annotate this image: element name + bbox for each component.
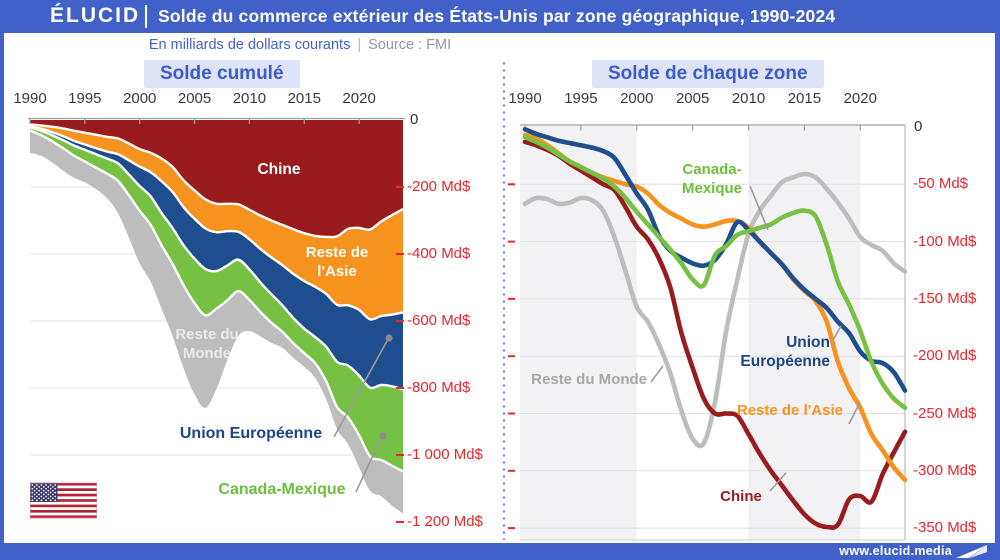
area-Reste du Monde	[30, 130, 403, 514]
xtick-label: 1995	[68, 90, 102, 107]
area-boundary	[29, 126, 404, 391]
area-boundary	[29, 129, 404, 473]
ytick-label: 0	[410, 111, 419, 128]
chine-line-label: Chine	[720, 488, 762, 505]
line-Reste du Monde	[522, 171, 908, 449]
unit-label: En milliards de dollars courants	[148, 37, 351, 53]
ytick-label: -50 Md$	[913, 175, 969, 193]
chart-subtitle: En milliards de dollars courants | Source …	[0, 34, 600, 56]
xtick-label: 2000	[620, 90, 654, 107]
ytick-label: -150 Md$	[913, 289, 977, 307]
right-chart-title: Solde de chaque zone	[592, 60, 824, 88]
source-label: Source : FMI	[368, 37, 452, 53]
callout-line	[650, 365, 664, 383]
ytick-label: -250 Md$	[913, 404, 977, 422]
xtick-label: 2000	[123, 90, 157, 107]
elucid-logo: ÉLUCID	[50, 4, 141, 27]
left-chart-title: Solde cumulé	[144, 60, 300, 88]
subtitle-divider: |	[357, 37, 362, 53]
union-europeenne-area-label: Union Européenne	[179, 425, 323, 442]
header-bar	[0, 0, 1000, 33]
reste-monde-area-label: Reste du Monde	[175, 326, 239, 362]
chine-area-label: Chine	[257, 161, 301, 178]
ytick-label: -300 Md$	[913, 461, 977, 479]
callout-dot	[385, 334, 393, 342]
canada-mexique-line-label: Canada-Mexique	[681, 161, 742, 197]
ytick-label: -600 Md$	[407, 312, 471, 329]
xtick-label: 1990	[508, 90, 542, 107]
callout-line	[848, 401, 861, 425]
xtick-label: 1990	[13, 90, 47, 107]
callout-line	[832, 325, 842, 341]
reste-asie-area-label: Reste de l'Asie	[305, 244, 369, 280]
ytick-label: -1 200 Md$	[407, 513, 483, 530]
line-Chine	[522, 139, 908, 530]
us-flag-icon	[30, 482, 97, 519]
area-Canada-Mexique	[30, 127, 403, 472]
header-separator	[145, 5, 147, 28]
xtick-label: 2010	[731, 90, 766, 107]
xtick-label: 2010	[232, 90, 267, 107]
reste-monde-line-label: Reste du Monde	[531, 371, 647, 388]
ytick-label: -400 Md$	[407, 245, 471, 262]
xtick-label: 2020	[843, 90, 877, 107]
paper-plane-icon	[956, 545, 987, 558]
ytick-label: -100 Md$	[913, 232, 977, 250]
xtick-label: 1995	[564, 90, 598, 107]
xtick-label: 2005	[177, 90, 212, 107]
ytick-label: -1 000 Md$	[407, 446, 483, 463]
xtick-label: 2015	[787, 90, 822, 107]
xtick-label: 2015	[287, 90, 321, 107]
ytick-label: 0	[914, 118, 923, 135]
callout-line	[355, 437, 382, 493]
area-Chine	[30, 120, 403, 238]
area-Reste de l'Asie	[30, 124, 403, 320]
callout-line	[769, 472, 787, 492]
footer-bar	[0, 543, 1000, 560]
frame-border-right	[995, 33, 1000, 560]
ytick-label: -200 Md$	[407, 178, 471, 195]
charts-divider-dotted	[502, 60, 506, 540]
frame-border-left	[0, 33, 4, 560]
website-url: www.elucid.media	[839, 544, 952, 558]
line-Canada-Mexique	[522, 135, 908, 411]
canada-mexique-area-label: Canada-Mexique	[218, 481, 346, 498]
reste-asie-line-label: Reste de l'Asie	[736, 402, 843, 419]
area-Union Européenne	[30, 126, 403, 390]
ytick-label: -200 Md$	[913, 347, 977, 365]
area-boundary	[29, 125, 404, 321]
ytick-label: -350 Md$	[913, 519, 977, 537]
ytick-label: -800 Md$	[407, 379, 471, 396]
area-boundary	[29, 123, 404, 239]
xtick-label: 2005	[675, 90, 710, 107]
xtick-label: 2020	[342, 90, 376, 107]
callout-line	[749, 185, 769, 231]
callout-dot	[379, 432, 387, 440]
callout-line	[333, 340, 388, 438]
page-title: Solde du commerce extérieur des États-Un…	[158, 6, 836, 26]
union-europeenne-line-label: Union Européenne	[740, 334, 830, 370]
